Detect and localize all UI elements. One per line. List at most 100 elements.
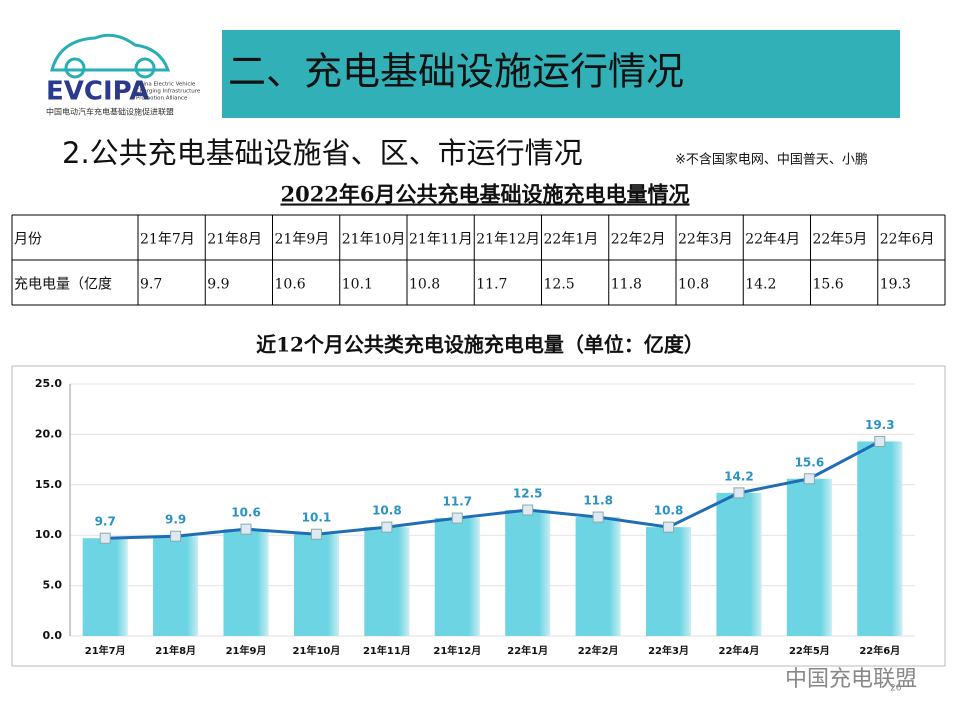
- table-cell: 21年9月: [275, 232, 330, 248]
- x-tick-label: 22年4月: [719, 644, 760, 657]
- table-cell: 10.1: [342, 277, 373, 293]
- bar: [223, 529, 269, 636]
- data-label: 10.8: [372, 504, 402, 518]
- bar: [575, 517, 621, 636]
- data-label: 11.8: [583, 494, 613, 508]
- section-note: ※不含国家电网、中国普天、小鹏: [675, 152, 868, 168]
- table: 月份 21年7月 21年8月 21年9月 21年10月 21年11月 21年12月 22年1月…: [11, 214, 946, 306]
- line-marker: [663, 521, 675, 533]
- table-cell: 14.2: [745, 277, 776, 293]
- bar: [293, 534, 339, 636]
- logo-subtitle-cn: 中国电动汽车充电基础设施促进联盟: [46, 107, 174, 117]
- line: [105, 440, 881, 540]
- table-cell: 11.7: [476, 277, 507, 293]
- y-tick-label: 15.0: [35, 478, 62, 491]
- x-tick-label: 21年7月: [85, 644, 126, 657]
- x-tick-label: 21年10月: [293, 644, 341, 657]
- table-cell: 22年6月: [880, 232, 935, 248]
- table-cell: 21年8月: [207, 232, 262, 248]
- bar: [82, 538, 128, 636]
- logo-title: EVCIPA: [46, 77, 149, 107]
- banner: [222, 30, 900, 118]
- logo-subtitle: Promotion Alliance: [136, 96, 188, 102]
- table-cell: 22年5月: [813, 232, 868, 248]
- bar: [505, 510, 551, 636]
- table-cell: 15.6: [813, 277, 844, 293]
- logo-subtitle: Charging Infrastructure: [136, 89, 201, 95]
- line-marker: [240, 523, 252, 535]
- chart: 0.0 5.0 10.0 15.0 20.0 25.0 21年7月 21年8月 21年9月 21年…: [35, 377, 915, 657]
- logo-car: [50, 33, 171, 72]
- table-cell: 11.8: [611, 277, 642, 293]
- line-marker: [803, 473, 815, 485]
- data-label: 11.7: [442, 495, 472, 509]
- logo-wheel: [134, 57, 156, 79]
- watermark: 中国充电联盟: [785, 667, 917, 692]
- bar: [786, 478, 832, 636]
- x-tick-label: 21年11月: [363, 644, 411, 657]
- x-tick-label: 22年2月: [578, 644, 619, 657]
- table-cell: 充电电量（亿度: [14, 277, 112, 293]
- table-cell: 10.6: [275, 277, 306, 293]
- table-cell: 12.5: [544, 277, 575, 293]
- data-label: 15.6: [795, 455, 825, 469]
- page-number: 26: [890, 684, 902, 694]
- line-marker: [99, 532, 111, 544]
- line-marker: [170, 530, 182, 542]
- data-label: 12.5: [513, 487, 543, 501]
- line-marker: [381, 521, 393, 533]
- table-cell: 月份: [14, 232, 42, 248]
- table-cell: 21年12月: [476, 232, 540, 248]
- chart-title: 近12个月公共类充电设施充电电量（单位：亿度）: [256, 333, 704, 357]
- table-cell: 21年10月: [342, 232, 406, 248]
- data-label: 19.3: [865, 418, 895, 432]
- logo: [50, 33, 171, 79]
- data-label: 10.6: [231, 506, 261, 520]
- table-cell: 9.9: [207, 277, 229, 293]
- table-cell: 21年11月: [409, 232, 473, 248]
- line-marker: [874, 435, 886, 447]
- table-cell: 22年4月: [745, 232, 800, 248]
- line-marker: [733, 487, 745, 499]
- bar: [646, 527, 692, 636]
- data-label: 10.1: [302, 511, 332, 525]
- banner-title: 二、充电基础设施运行情况: [228, 50, 684, 94]
- bar: [153, 536, 199, 636]
- bar: [434, 518, 480, 636]
- data-label: 9.7: [95, 515, 116, 529]
- bar: [364, 527, 410, 636]
- x-tick-label: 21年9月: [226, 644, 267, 657]
- data-label: 10.8: [654, 504, 684, 518]
- table-cell: 10.8: [678, 277, 709, 293]
- bar: [857, 441, 903, 636]
- y-tick-label: 20.0: [35, 427, 62, 440]
- x-tick-label: 22年1月: [507, 644, 548, 657]
- table-title: 2022年6月公共充电基础设施充电电量情况: [280, 182, 689, 207]
- y-tick-label: 0.0: [43, 629, 63, 642]
- x-tick-label: 21年12月: [433, 644, 481, 657]
- line-marker: [592, 511, 604, 523]
- table-cell: 21年7月: [140, 232, 195, 248]
- table-cell: 9.7: [140, 277, 162, 293]
- table-cell: 22年3月: [678, 232, 733, 248]
- line-marker: [451, 512, 463, 524]
- chart-frame: [11, 365, 946, 667]
- table-cell: 19.3: [880, 277, 911, 293]
- y-tick-label: 10.0: [35, 528, 62, 541]
- section-title: 2.公共充电基础设施省、区、市运行情况: [62, 136, 583, 170]
- x-tick-label: 22年3月: [648, 644, 689, 657]
- data-label: 9.9: [165, 513, 186, 527]
- line-marker: [522, 504, 534, 516]
- table-cell: 22年2月: [611, 232, 666, 248]
- x-tick-label: 21年8月: [155, 644, 196, 657]
- y-tick-label: 5.0: [43, 579, 63, 592]
- line-marker: [310, 528, 322, 540]
- x-tick-label: 22年5月: [789, 644, 830, 657]
- data-label: 14.2: [724, 469, 754, 483]
- logo-wheel: [64, 57, 86, 79]
- x-tick-label: 22年6月: [859, 644, 900, 657]
- logo-subtitle: China Electric Vehicle: [136, 82, 196, 88]
- table-cell: 10.8: [409, 277, 440, 293]
- y-tick-label: 25.0: [35, 377, 62, 390]
